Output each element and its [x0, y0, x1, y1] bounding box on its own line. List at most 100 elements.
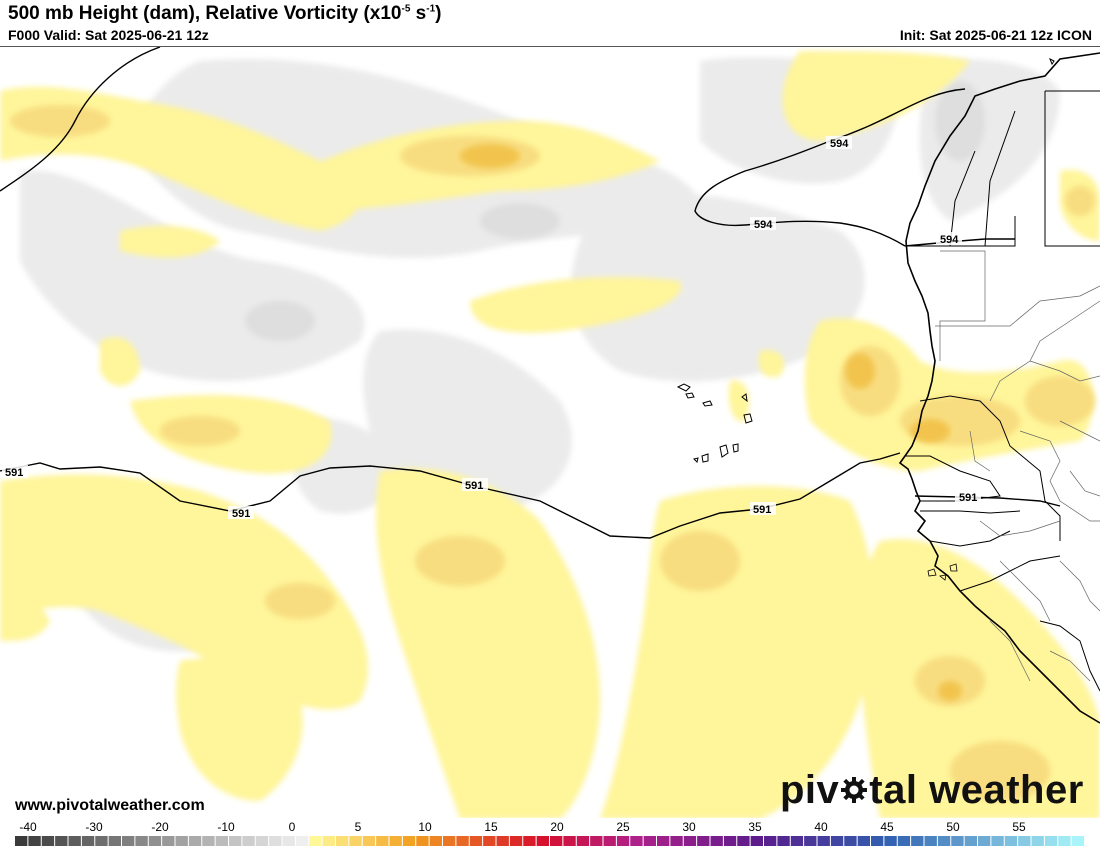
canary-islands	[1049, 57, 1055, 66]
colorbar-swatch	[1044, 836, 1058, 846]
colorbar-swatch	[777, 836, 790, 846]
init-time: Init: Sat 2025-06-21 12z ICON	[899, 27, 1092, 43]
title-unit-exponent: -1	[426, 3, 436, 15]
colorbar-swatch	[897, 836, 911, 846]
colorbar-tick-label: 10	[418, 820, 432, 834]
colorbar-swatch	[202, 836, 215, 846]
map-panel[interactable]: 594 594 594 591 591 591 591 591	[0, 46, 1100, 819]
colorbar-swatch	[162, 836, 175, 846]
contour-label-591: 591	[465, 480, 483, 492]
colorbar-swatch	[68, 836, 81, 846]
colorbar-swatch	[135, 836, 148, 846]
colorbar-swatch	[710, 836, 723, 846]
contour-label-594: 594	[830, 138, 849, 150]
colorbar-swatch	[657, 836, 670, 846]
contour-label-591: 591	[753, 504, 771, 516]
colorbar-swatch	[1031, 836, 1044, 846]
colorbar-swatch	[349, 836, 362, 846]
colorbar-swatch	[456, 836, 469, 846]
colorbar-swatch	[804, 836, 817, 846]
colorbar-swatch	[1058, 836, 1071, 846]
colorbar-swatch	[951, 836, 964, 846]
colorbar-tick-label: 15	[484, 820, 498, 834]
colorbar-swatch	[523, 836, 536, 846]
colorbar-swatch	[723, 836, 737, 846]
positive-vorticity-moderate	[10, 105, 1095, 801]
colorbar-tick-label: 30	[682, 820, 696, 834]
colorbar-swatch	[590, 836, 603, 846]
colorbar-swatch	[536, 836, 550, 846]
colorbar-swatch	[616, 836, 630, 846]
cape-verde-islands	[676, 383, 753, 463]
colorbar-swatch	[28, 836, 41, 846]
colorbar-tick-label: -10	[217, 820, 235, 834]
colorbar-swatch	[255, 836, 269, 846]
colorbar-swatch	[229, 836, 242, 846]
colorbar-swatch	[790, 836, 804, 846]
colorbar-swatch	[937, 836, 951, 846]
colorbar-swatch	[764, 836, 777, 846]
colorbar-swatch	[269, 836, 282, 846]
colorbar-swatch	[443, 836, 456, 846]
colorbar-swatch	[924, 836, 937, 846]
colorbar-swatch	[884, 836, 897, 846]
colorbar-swatch	[295, 836, 309, 846]
colorbar-swatch	[336, 836, 349, 846]
colorbar-tick-label: 55	[1012, 820, 1026, 834]
colorbar-swatch	[697, 836, 710, 846]
colorbar-tick-labels: -40 -30 -20 -10 0 5 10 15 20 25 30 35 40 45 50 55	[0, 820, 1100, 834]
colorbar-swatch	[496, 836, 509, 846]
colorbar-tick-label: -40	[19, 820, 37, 834]
website-url[interactable]: www.pivotalweather.com	[15, 797, 205, 814]
colorbar-swatch	[817, 836, 830, 846]
colorbar-swatch	[122, 836, 135, 846]
colorbar-swatch	[737, 836, 750, 846]
colorbar-swatch	[95, 836, 108, 846]
contour-594-north	[0, 47, 161, 192]
colorbar-swatch	[376, 836, 389, 846]
contour-594	[694, 88, 1015, 247]
colorbar-swatch	[282, 836, 295, 846]
colorbar-swatch	[469, 836, 483, 846]
coastline-africa	[898, 52, 1100, 724]
colorbar-swatch	[964, 836, 978, 846]
colorbar-tick-label: -20	[151, 820, 169, 834]
title-exponent: -5	[401, 3, 411, 15]
colorbar-swatch	[550, 836, 563, 846]
colorbar-swatch	[55, 836, 68, 846]
contour-label-591: 591	[232, 508, 250, 520]
colorbar-swatch	[844, 836, 857, 846]
colorbar-swatch	[576, 836, 590, 846]
header: 500 mb Height (dam), Relative Vorticity …	[0, 0, 1100, 46]
colorbar-tick-label: 5	[354, 820, 362, 834]
colorbar-swatch	[362, 836, 376, 846]
pivotal-weather-logo: piv tal weather	[780, 768, 1084, 813]
colorbar-swatch	[483, 836, 496, 846]
colorbar-swatch	[670, 836, 683, 846]
colorbar-swatch	[1018, 836, 1031, 846]
colorbar-swatch	[416, 836, 429, 846]
map-title: 500 mb Height (dam), Relative Vorticity …	[8, 3, 442, 25]
colorbar-tick-label: 25	[616, 820, 630, 834]
map-svg: 594 594 594 591 591 591 591 591	[0, 47, 1100, 819]
bissagos-islands	[927, 563, 958, 581]
valid-time: F000 Valid: Sat 2025-06-21 12z	[8, 27, 209, 43]
colorbar-swatch	[978, 836, 991, 846]
colorbar-swatch	[643, 836, 657, 846]
colorbar-swatch	[509, 836, 523, 846]
colorbar-swatch	[81, 836, 95, 846]
colorbar-swatch	[750, 836, 764, 846]
colorbar-swatch	[402, 836, 416, 846]
colorbar-swatch	[108, 836, 122, 846]
colorbar-tick-label: 40	[814, 820, 828, 834]
logo-text-right: tal weather	[869, 768, 1084, 812]
colorbar-swatch	[1071, 836, 1085, 846]
colorbar-tick-label: 35	[748, 820, 762, 834]
colorbar-swatch	[322, 836, 336, 846]
colorbar-swatch	[991, 836, 1004, 846]
colorbar-swatch	[630, 836, 643, 846]
colorbar-swatch	[309, 836, 322, 846]
colorbar-tick-label: 20	[550, 820, 564, 834]
title-unit: s	[410, 3, 427, 24]
contour-label-594: 594	[940, 234, 959, 246]
